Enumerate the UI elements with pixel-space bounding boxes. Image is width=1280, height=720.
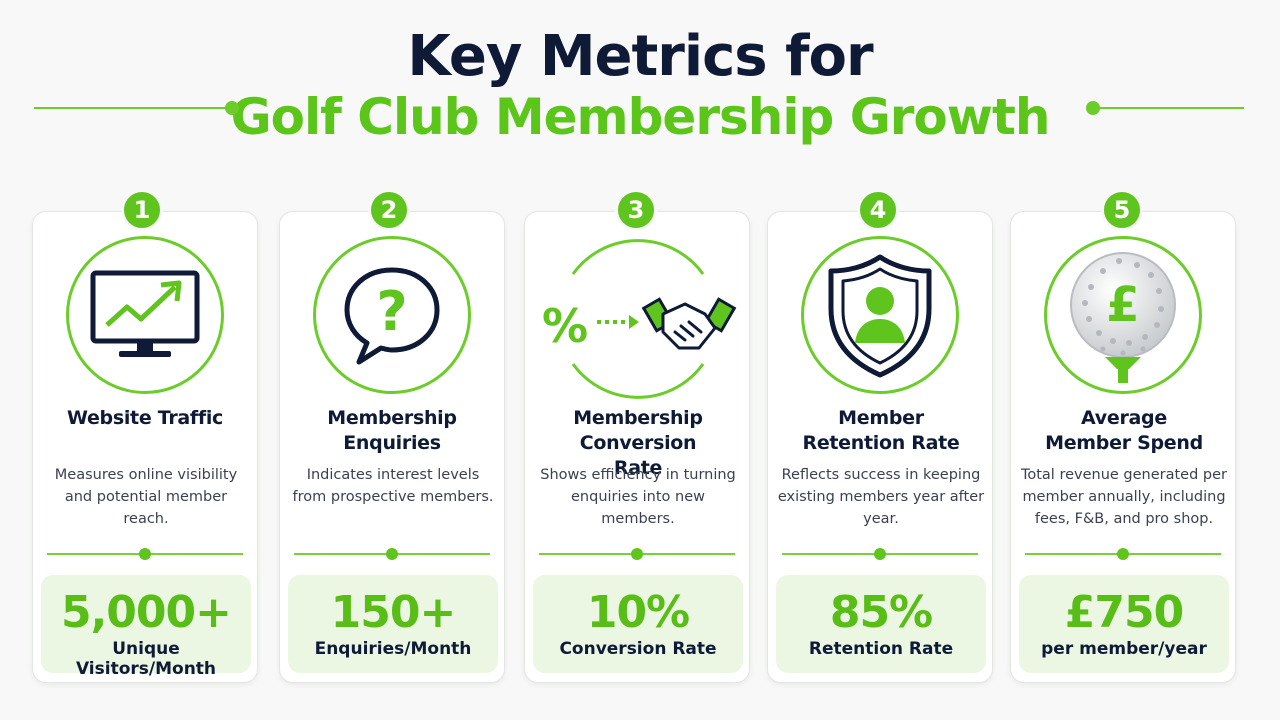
card-3-metric-value: 10% bbox=[586, 587, 690, 638]
metric-card-website-traffic: Website Traffic Measures online visibili… bbox=[32, 211, 258, 683]
title-divider-left-dot bbox=[225, 101, 239, 115]
card-3-metric-label: Conversion Rate bbox=[559, 639, 717, 659]
card-4-description: Reflects success in keeping existing mem… bbox=[777, 467, 985, 527]
card-2-description: Indicates interest levels from prospecti… bbox=[292, 467, 494, 505]
card-3-separator-dot bbox=[631, 548, 643, 560]
card-2-title: Membership Enquiries bbox=[327, 407, 457, 454]
card-4-metric-label: Retention Rate bbox=[808, 639, 954, 659]
title-divider-right bbox=[1096, 107, 1244, 109]
card-3-metric-box: 10% Conversion Rate bbox=[533, 575, 743, 673]
card-5-icon-ring: £ bbox=[1044, 236, 1202, 394]
shield-person-icon bbox=[828, 254, 932, 378]
card-4-metric-box: 85% Retention Rate bbox=[776, 575, 986, 673]
card-4-separator-dot bbox=[874, 548, 886, 560]
card-1-icon-ring bbox=[66, 236, 224, 394]
svg-text:?: ? bbox=[376, 280, 407, 343]
card-5-title: Average Member Spend bbox=[1045, 407, 1203, 454]
question-bubble-icon: ? bbox=[344, 267, 440, 365]
card-4-metric-value: 85% bbox=[829, 587, 933, 638]
card-1-separator-dot bbox=[139, 548, 151, 560]
title-divider-right-dot bbox=[1086, 101, 1100, 115]
metric-card-retention-rate: Member Retention Rate Reflects success i… bbox=[767, 211, 993, 683]
card-2-metric-label: Enquiries/Month bbox=[314, 639, 472, 659]
card-1-title: Website Traffic bbox=[66, 407, 224, 429]
metric-card-membership-enquiries: ? Membership Enquiries Indicates interes… bbox=[279, 211, 505, 683]
card-2-metric-box: 150+ Enquiries/Month bbox=[288, 575, 498, 673]
card-1-metric-value: 5,000+ bbox=[60, 587, 232, 638]
card-3-number-badge: 3 bbox=[615, 189, 657, 231]
metric-card-conversion-rate: % Membership Conversion Rate Shows effic… bbox=[524, 211, 750, 683]
card-4-number-badge: 4 bbox=[857, 189, 899, 231]
monitor-chart-icon bbox=[90, 270, 200, 357]
card-2-number-badge: 2 bbox=[368, 189, 410, 231]
card-1-number-badge: 1 bbox=[121, 189, 163, 231]
card-2-separator-dot bbox=[386, 548, 398, 560]
card-1-description: Measures online visibility and potential… bbox=[54, 467, 238, 527]
title-divider-left bbox=[34, 107, 230, 109]
svg-text:%: % bbox=[542, 299, 588, 353]
card-5-separator-dot bbox=[1117, 548, 1129, 560]
card-3-icon-arc bbox=[571, 239, 705, 399]
card-1-metric-label: Unique Visitors/Month bbox=[75, 639, 217, 679]
card-2-metric-value: 150+ bbox=[330, 587, 457, 638]
card-5-metric-value: £750 bbox=[1064, 587, 1184, 638]
card-4-title: Member Retention Rate bbox=[802, 407, 960, 454]
card-2-icon-ring: ? bbox=[313, 236, 471, 394]
card-1-metric-box: 5,000+ Unique Visitors/Month bbox=[41, 575, 251, 679]
title-line-2: Golf Club Membership Growth bbox=[230, 88, 1051, 146]
title-line-1: Key Metrics for bbox=[407, 24, 873, 89]
card-4-icon-ring bbox=[801, 236, 959, 394]
card-5-metric-label: per member/year bbox=[1041, 639, 1207, 659]
svg-text:£: £ bbox=[1106, 277, 1139, 333]
golf-ball-pound-icon: £ bbox=[1070, 252, 1176, 383]
card-5-metric-box: £750 per member/year bbox=[1019, 575, 1229, 673]
card-5-number-badge: 5 bbox=[1101, 189, 1143, 231]
card-3-title: Membership Conversion Rate bbox=[573, 407, 703, 479]
percent-handshake-icon: % bbox=[542, 297, 737, 353]
card-3-description: Shows efficiency in turning enquiries in… bbox=[540, 467, 736, 527]
card-5-description: Total revenue generated per member annua… bbox=[1020, 467, 1228, 527]
metric-card-average-spend: £ Average Member Spend Total revenue gen… bbox=[1010, 211, 1236, 683]
